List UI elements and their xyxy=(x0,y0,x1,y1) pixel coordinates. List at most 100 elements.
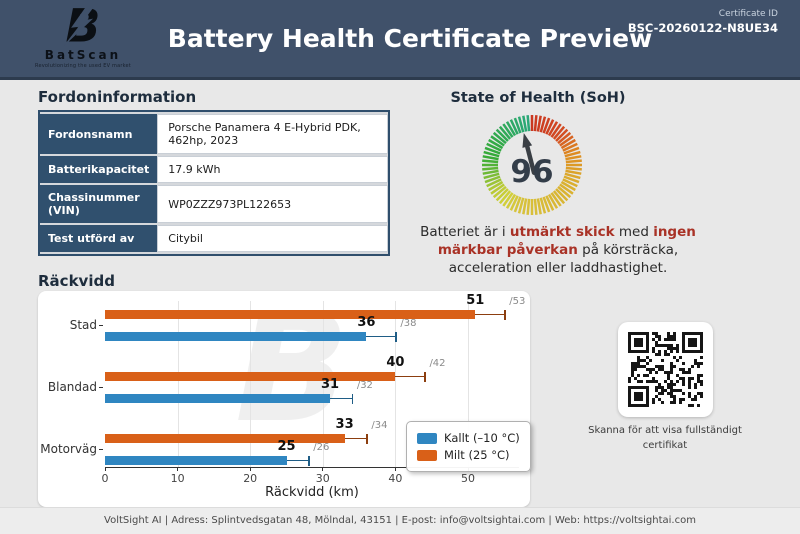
soh-description: Batteriet är i utmärkt skick med ingen m… xyxy=(408,224,708,277)
soh-text: på körsträcka, acceleration eller laddha… xyxy=(448,241,679,276)
gridline xyxy=(322,301,324,467)
soh-text: med xyxy=(614,224,654,240)
x-tick xyxy=(394,468,396,471)
x-tick-label: 50 xyxy=(461,472,475,485)
soh-text: Batteriet är i xyxy=(420,224,510,240)
table-row: Fordonsnamn Porsche Panamera 4 E-Hybrid … xyxy=(40,114,388,154)
vehicle-info-table: Fordonsnamn Porsche Panamera 4 E-Hybrid … xyxy=(38,110,390,256)
error-bar-cap xyxy=(308,455,310,466)
error-bar xyxy=(395,375,425,377)
soh-gauge-dial xyxy=(482,115,582,215)
x-tick xyxy=(177,468,179,471)
row-label: Chassinummer (VIN) xyxy=(40,185,158,223)
bar-reference-label: /42 xyxy=(429,358,446,369)
range-chart-heading: Räckvidd xyxy=(38,272,115,290)
row-label: Test utförd av xyxy=(40,225,158,252)
row-label: Fordonsnamn xyxy=(40,114,158,154)
soh-gauge: 96 xyxy=(477,110,587,220)
error-bar-cap xyxy=(504,309,506,320)
gridline xyxy=(468,301,469,467)
legend-item: Kallt (–10 °C) xyxy=(417,431,520,445)
batscan-logo: B BatScan Revolutionizing the used EV ma… xyxy=(28,0,138,69)
legend-item: Milt (25 °C) xyxy=(417,448,520,462)
chart-x-axis-label: Räckvidd (km) xyxy=(265,485,359,500)
bar xyxy=(105,332,367,341)
x-axis-line xyxy=(105,467,519,468)
chart-legend: Kallt (–10 °C) Milt (25 °C) xyxy=(406,421,531,472)
x-tick-label: 0 xyxy=(101,472,109,485)
error-bar-cap xyxy=(395,331,397,342)
row-value: Porsche Panamera 4 E-Hybrid PDK, 462hp, … xyxy=(157,114,388,154)
soh-value: 96 xyxy=(510,154,554,190)
gauge-needle-icon xyxy=(522,133,537,175)
qr-card xyxy=(618,322,713,417)
legend-swatch xyxy=(417,449,437,461)
bar-reference-label: /34 xyxy=(371,420,388,431)
y-tick xyxy=(99,325,103,326)
row-value: Citybil xyxy=(157,225,388,252)
bar xyxy=(105,394,331,403)
header-bar: B BatScan Revolutionizing the used EV ma… xyxy=(0,0,800,80)
row-value: 17.9 kWh xyxy=(157,156,388,183)
gridline xyxy=(250,301,252,467)
certificate-id-value: BSC-20260122-N8UE34 xyxy=(627,21,778,35)
bar xyxy=(105,372,396,381)
bar xyxy=(105,310,476,319)
error-bar-cap xyxy=(424,371,426,382)
x-tick xyxy=(322,468,324,471)
row-label: Batterikapacitet xyxy=(40,156,158,183)
legend-label: Milt (25 °C) xyxy=(444,448,510,462)
bar-value-label: 51 xyxy=(466,293,485,308)
footer-bar: VoltSight AI | Adress: Splintvedsgatan 4… xyxy=(0,507,800,534)
qr-code-icon xyxy=(628,332,703,407)
qr-caption: Skanna för att visa fullständigt certifi… xyxy=(588,425,742,451)
table-row: Batterikapacitet 17.9 kWh xyxy=(40,156,388,183)
x-tick xyxy=(249,468,251,471)
legend-label: Kallt (–10 °C) xyxy=(444,431,520,445)
bar-reference-label: /32 xyxy=(356,380,373,391)
bar-value-label: 31 xyxy=(321,377,340,392)
bar xyxy=(105,456,287,465)
error-bar xyxy=(366,335,396,337)
soh-highlight-text: ingen märkbar påverkan xyxy=(437,224,696,258)
vehicle-info-heading: Fordoninformation xyxy=(38,88,197,106)
y-tick xyxy=(99,387,103,388)
x-tick-label: 20 xyxy=(243,472,258,485)
legend-swatch xyxy=(417,432,437,444)
table-row: Chassinummer (VIN) WP0ZZZ973PL122653 xyxy=(40,185,388,223)
bar-reference-label: /26 xyxy=(313,442,330,453)
y-tick-label: Blandad xyxy=(47,379,97,394)
y-tick xyxy=(99,449,103,450)
x-tick-label: 40 xyxy=(388,472,403,485)
bar-value-label: 36 xyxy=(357,315,376,330)
error-bar xyxy=(286,459,309,461)
bar-reference-label: /53 xyxy=(509,296,526,307)
x-tick xyxy=(104,468,106,471)
logo-tagline-text: Revolutionizing the used EV market xyxy=(35,63,131,69)
error-bar xyxy=(475,313,505,315)
error-bar-cap xyxy=(351,393,354,404)
row-value: WP0ZZZ973PL122653 xyxy=(157,185,388,223)
soh-heading: State of Health (SoH) xyxy=(450,90,626,106)
bar-value-label: 33 xyxy=(335,417,354,432)
error-bar xyxy=(344,437,367,439)
bar-value-label: 25 xyxy=(277,439,296,454)
batscan-logo-icon: B xyxy=(62,0,100,53)
x-tick-label: 30 xyxy=(315,472,330,485)
y-tick-label: Motorväg xyxy=(40,441,97,456)
bar xyxy=(105,434,345,443)
bar-reference-label: /38 xyxy=(400,318,417,329)
page-title: Battery Health Certificate Preview xyxy=(167,24,653,53)
bar-value-label: 40 xyxy=(386,355,405,370)
gridline xyxy=(395,301,397,467)
soh-highlight-text: utmärkt skick xyxy=(509,224,615,240)
y-tick-label: Stad xyxy=(69,317,97,332)
certificate-id-block: Certificate ID BSC-20260122-N8UE34 xyxy=(628,9,778,35)
error-bar-cap xyxy=(366,433,368,444)
gridline xyxy=(177,301,179,467)
table-row: Test utförd av Citybil xyxy=(40,225,388,252)
certificate-id-label: Certificate ID xyxy=(718,9,778,19)
x-tick-label: 10 xyxy=(170,472,185,485)
range-chart-card: B 0 10 20 30 40 50 Stad Blandad Motorväg 51/53 40/… xyxy=(38,287,531,507)
error-bar xyxy=(330,397,352,399)
